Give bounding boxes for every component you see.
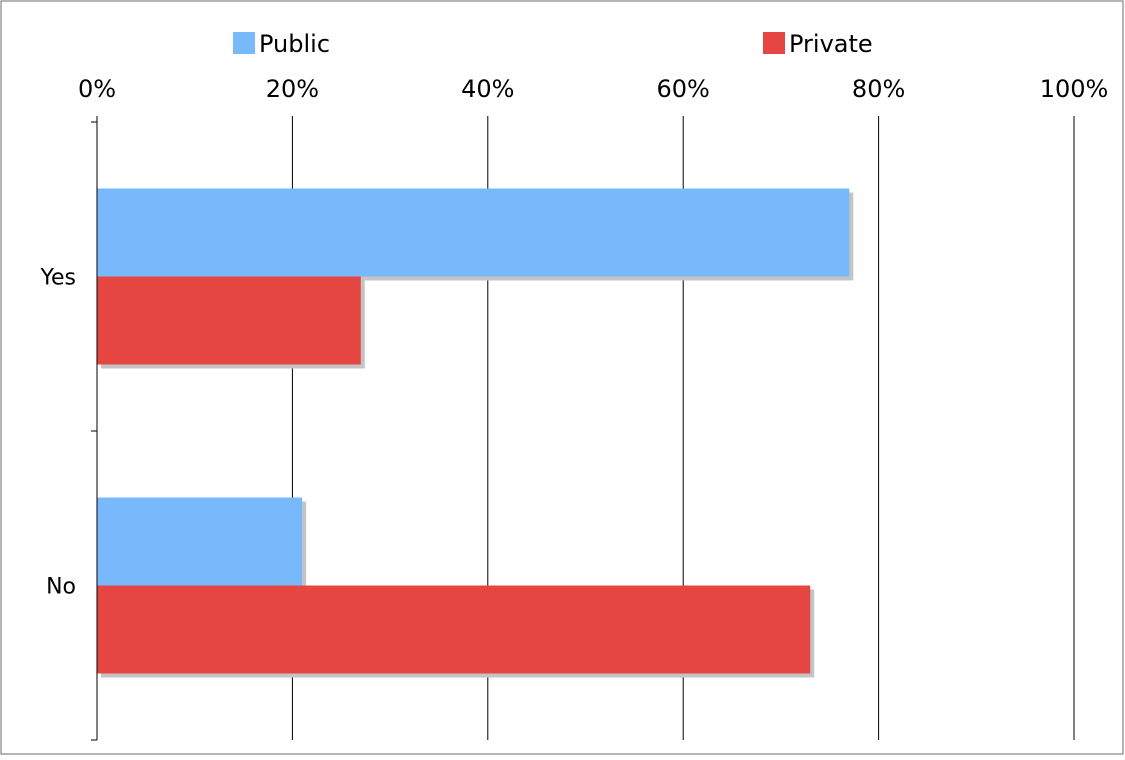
category-labels: Yes No: [39, 266, 76, 600]
bar-public-no: [97, 497, 303, 586]
legend: Public Private: [233, 30, 873, 58]
bar-public-yes: [97, 188, 850, 277]
bar-private-no: [97, 585, 811, 674]
legend-swatch-public: [233, 32, 255, 54]
x-tick-label: 60%: [657, 75, 710, 103]
x-tick-label: 40%: [461, 75, 514, 103]
category-label: No: [46, 575, 76, 600]
x-tick-label: 0%: [78, 75, 116, 103]
x-tick-label: 80%: [852, 75, 905, 103]
tick-labels: 0% 20% 40% 60% 80% 100%: [78, 75, 1108, 103]
x-tick-label: 20%: [266, 75, 319, 103]
axes: [91, 116, 1075, 741]
legend-label-public: Public: [259, 30, 330, 58]
category-label: Yes: [39, 266, 76, 291]
bars: [97, 188, 850, 674]
legend-label-private: Private: [789, 30, 873, 58]
bar-private-yes: [97, 276, 361, 365]
legend-swatch-private: [763, 32, 785, 54]
x-tick-label: 100%: [1040, 75, 1109, 103]
